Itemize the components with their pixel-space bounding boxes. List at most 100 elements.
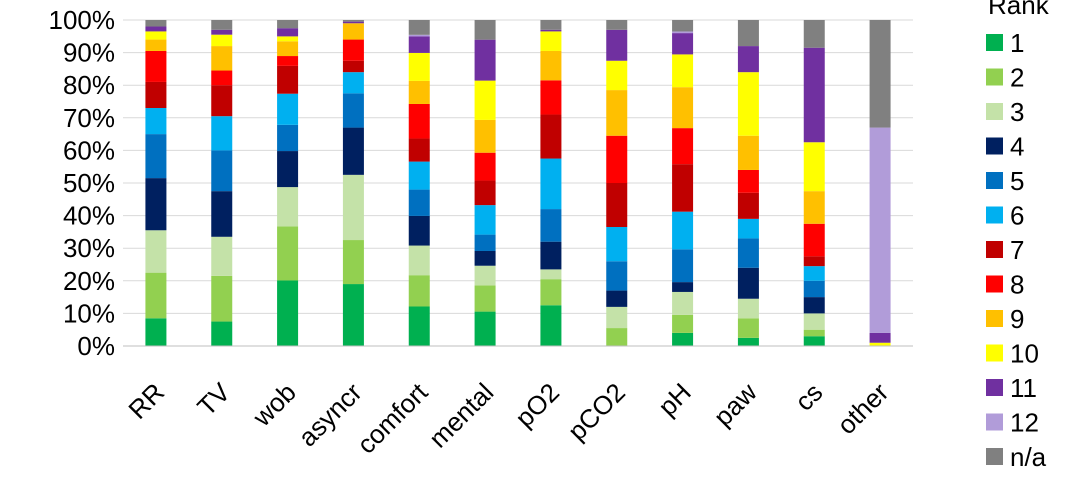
legend-swatch (986, 413, 1003, 431)
bar-segment (211, 191, 233, 237)
bar-segment (145, 31, 167, 40)
bar-segment (408, 275, 430, 307)
bar-segment (277, 187, 299, 227)
bar-segment (277, 280, 299, 346)
bar-segment (737, 337, 759, 346)
bar-segment (342, 240, 364, 285)
legend-label: 6 (1010, 201, 1024, 231)
y-axis-tick-labels: 0%10%20%30%40%50%60%70%80%90%100% (49, 5, 116, 361)
bar-segment (145, 178, 167, 231)
bar-segment (342, 23, 364, 40)
bar-segment (474, 311, 496, 346)
bar-segment (737, 192, 759, 219)
bar-segment (211, 34, 233, 47)
bar-segment (540, 80, 562, 115)
bar-segment (145, 81, 167, 109)
legend-label: 7 (1010, 235, 1024, 265)
bar-segment (672, 87, 694, 129)
bar-segment (803, 313, 825, 330)
x-tick-label: comfort (351, 376, 434, 459)
bar-segment (211, 29, 233, 35)
bar-segment (606, 290, 628, 307)
bar-segment (672, 128, 694, 165)
x-tick-label: RR (122, 377, 170, 425)
bar-segment (737, 72, 759, 136)
bar-segment (606, 29, 628, 61)
bar-segment (277, 226, 299, 281)
bar-segment (211, 116, 233, 151)
bar-segment (869, 332, 891, 343)
legend-swatch (986, 137, 1003, 155)
bar-segment (408, 20, 430, 35)
y-tick-label: 50% (63, 168, 115, 198)
bar-segment (540, 209, 562, 242)
bar-segment (277, 65, 299, 94)
bar-segment (474, 119, 496, 153)
x-tick-label: pO2 (509, 377, 565, 433)
bar-segment (408, 34, 430, 37)
bar-segment (474, 180, 496, 206)
y-tick-label: 20% (63, 266, 115, 296)
bar-segment (474, 250, 496, 266)
y-tick-label: 80% (63, 70, 115, 100)
bar-segment (474, 20, 496, 40)
legend-label: 9 (1010, 304, 1024, 334)
bar-segment (540, 269, 562, 280)
bar-segment (474, 205, 496, 235)
bar-segment (737, 135, 759, 170)
bar-segment (869, 127, 891, 333)
bar-segment (737, 267, 759, 299)
bar-segment (408, 245, 430, 276)
legend-swatch (986, 241, 1003, 258)
bar-segment (277, 56, 299, 66)
bar-segment (342, 284, 364, 346)
bar-segment (474, 265, 496, 286)
y-tick-label: 60% (63, 135, 115, 165)
x-tick-label: pH (652, 377, 697, 422)
bar-segment (145, 39, 167, 51)
y-tick-label: 90% (63, 38, 115, 68)
bar-segment (737, 238, 759, 268)
bar-segment (803, 47, 825, 143)
bar-segment (540, 158, 562, 210)
bar-segment (737, 46, 759, 73)
y-tick-label: 30% (63, 233, 115, 263)
bar-segment (474, 234, 496, 251)
bar-segment (342, 60, 364, 73)
bar-segment (474, 39, 496, 81)
bar-segment (211, 20, 233, 30)
bar-segment (606, 261, 628, 291)
bar-segment (672, 282, 694, 292)
bar-segment (342, 127, 364, 175)
legend-swatch (986, 68, 1003, 86)
legend-swatch (986, 310, 1003, 327)
bar-segment (145, 230, 167, 273)
bar-segment (211, 275, 233, 322)
bar-segment (145, 134, 167, 179)
bar-segment (145, 272, 167, 319)
bar-segment (474, 285, 496, 312)
legend-swatch (986, 172, 1003, 189)
bar-segment (408, 52, 430, 81)
bar-segment (145, 26, 167, 32)
bar-segment (540, 114, 562, 159)
legend-label: n/a (1010, 442, 1047, 472)
x-tick-label: wob (246, 377, 302, 433)
bar-segment (342, 39, 364, 61)
legend-swatch (986, 103, 1003, 120)
bar-segment (342, 93, 364, 128)
bar-segment (474, 80, 496, 120)
legend-swatch (986, 275, 1003, 293)
bar-segment (211, 85, 233, 117)
bar-segment (474, 152, 496, 181)
legend-label: 10 (1010, 339, 1039, 369)
bar-segment (540, 31, 562, 51)
bar-segment (803, 256, 825, 267)
bar-segment (540, 20, 562, 30)
legend-label: 3 (1010, 97, 1024, 127)
bar-segment (408, 80, 430, 104)
bar-segment (342, 174, 364, 241)
bar-segment (803, 223, 825, 257)
